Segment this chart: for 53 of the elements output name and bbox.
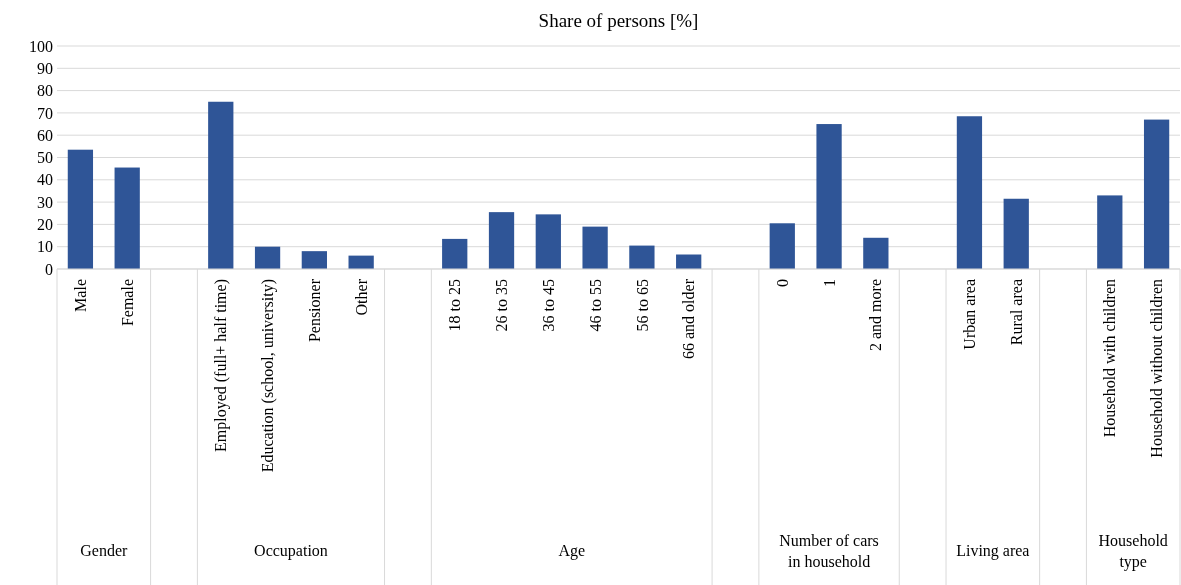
x-tick-label: Household without children [1148, 279, 1166, 458]
bar [769, 223, 795, 269]
x-tick-label: Employed (full+ half time) [212, 279, 231, 452]
text: Living area [956, 542, 1030, 560]
chart-title: Share of persons [%] [538, 10, 699, 31]
y-tick-label: 70 [37, 104, 53, 122]
x-tick-label: Urban area [961, 279, 979, 350]
x-tick-label: Female [118, 279, 136, 327]
bar [1003, 198, 1029, 269]
bar [442, 238, 468, 269]
y-tick-label: 10 [37, 238, 53, 256]
text: Occupation [254, 542, 328, 560]
bar [114, 167, 140, 269]
x-tick-label: 56 to 65 [633, 279, 651, 332]
y-tick-label: 60 [37, 126, 53, 144]
text: Number of cars in household [779, 532, 879, 570]
bar [956, 116, 983, 269]
x-tick-label: Household with children [1101, 279, 1119, 438]
bar [535, 214, 561, 269]
x-tick-label: Rural area [1007, 279, 1025, 346]
y-tick-label: 50 [37, 149, 53, 167]
x-tick-label: 66 and older [680, 278, 698, 359]
y-tick-label: 30 [37, 193, 53, 211]
bar [254, 246, 281, 269]
x-tick-label: 36 to 45 [539, 279, 557, 332]
x-tick-label: 46 to 55 [586, 279, 604, 332]
x-tick-label: 0 [773, 279, 791, 287]
y-tick-label: 80 [37, 82, 53, 100]
x-tick-label: Pensioner [305, 278, 323, 343]
y-tick-label: 20 [37, 216, 53, 233]
x-tick-label: Other [352, 278, 370, 316]
text: Household type [1098, 532, 1168, 571]
x-tick-label: 18 to 25 [446, 279, 464, 332]
bar [67, 149, 94, 269]
bar [488, 212, 515, 269]
bar [629, 245, 655, 269]
bar [1143, 119, 1170, 269]
x-tick-label: 2 and more [867, 279, 885, 351]
bar [1097, 195, 1123, 269]
x-tick-label: 1 [820, 279, 838, 287]
y-tick-label: 90 [37, 59, 53, 77]
y-tick-label: 100 [29, 37, 53, 55]
x-tick-label: 26 to 35 [493, 279, 511, 332]
text: Age [558, 542, 586, 560]
y-tick-label: 40 [37, 171, 53, 189]
x-tick-label: Male [72, 279, 89, 312]
bar [863, 237, 889, 269]
bar [816, 124, 842, 269]
bar [208, 101, 234, 269]
text: Gender [80, 542, 128, 559]
bar [582, 226, 608, 269]
x-tick-label: Education (school, university) [259, 279, 278, 473]
bar [301, 251, 327, 269]
